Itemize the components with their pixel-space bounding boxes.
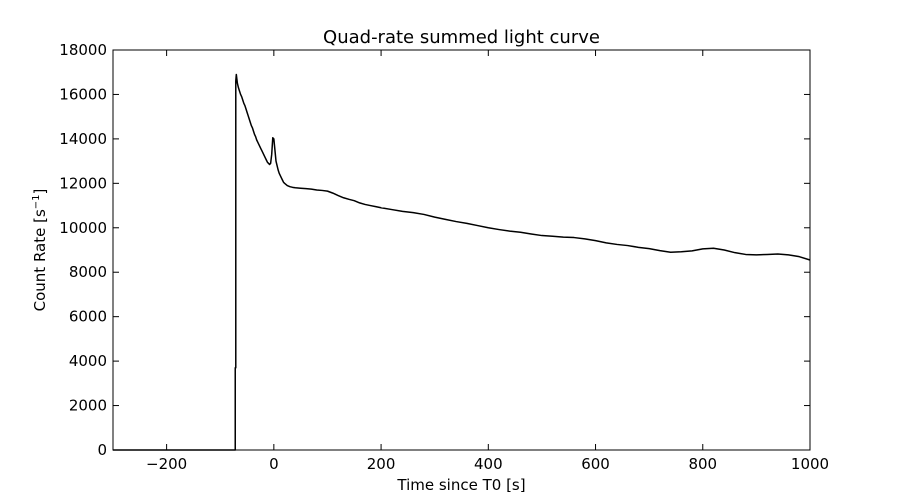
y-tick-label: 16000: [59, 85, 107, 103]
y-tick-label: 10000: [59, 219, 107, 237]
chart-title: Quad-rate summed light curve: [323, 27, 600, 48]
y-tick-label: 14000: [59, 130, 107, 148]
x-tick-label: 800: [688, 455, 717, 473]
x-tick-label: 600: [581, 455, 610, 473]
y-tick-label: 8000: [69, 263, 107, 281]
y-tick-label: 12000: [59, 174, 107, 192]
plot-area: [113, 50, 810, 450]
x-tick-label: 0: [269, 455, 279, 473]
series-line: [113, 73, 811, 451]
x-tick-label: 400: [474, 455, 503, 473]
plot-frame: [112, 49, 811, 451]
y-tick-label: 2000: [69, 397, 107, 415]
x-tick-label: 200: [367, 455, 396, 473]
y-tick-label: 18000: [59, 41, 107, 59]
y-axis-label-end: ]: [31, 189, 49, 195]
y-tick-label: 4000: [69, 352, 107, 370]
y-axis-label: Count Rate [s−1]: [31, 189, 49, 312]
y-axis-label-sup: −1: [31, 194, 42, 209]
x-tick-label: 1000: [791, 455, 829, 473]
y-tick-label: 6000: [69, 308, 107, 326]
y-tick-label: 0: [97, 441, 107, 459]
y-axis-label-main: Count Rate [s: [31, 209, 49, 311]
x-axis-label: Time since T0 [s]: [396, 476, 525, 494]
x-tick-label: −200: [146, 455, 187, 473]
